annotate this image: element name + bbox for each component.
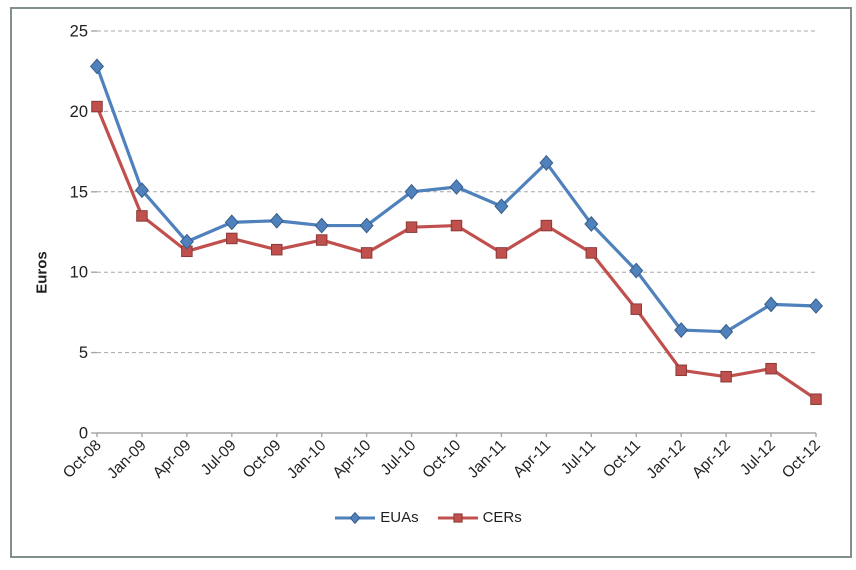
legend-item-cers: CERs — [437, 509, 522, 526]
svg-text:Apr-10: Apr-10 — [330, 437, 375, 482]
svg-text:Oct-12: Oct-12 — [779, 437, 824, 482]
chart-frame-border — [10, 7, 852, 558]
legend-label-euas: EUAs — [380, 509, 419, 526]
y-axis-title: Euros — [33, 251, 51, 294]
cers-line-square-icon — [437, 511, 479, 525]
svg-text:Jan-12: Jan-12 — [643, 437, 689, 483]
series-euas — [89, 58, 824, 340]
svg-text:20: 20 — [70, 103, 88, 121]
chart-legend: EUAs CERs — [0, 509, 856, 526]
svg-text:Oct-09: Oct-09 — [240, 437, 285, 482]
svg-text:Oct-11: Oct-11 — [600, 437, 644, 481]
svg-text:15: 15 — [70, 183, 88, 201]
euas-line-diamond-icon — [334, 511, 376, 525]
svg-text:Jul-09: Jul-09 — [198, 437, 240, 479]
svg-text:0: 0 — [79, 425, 88, 443]
x-axis-tick-labels: Oct-08 Jan-09 Apr-09 Jul-09 Oct-09 Jan-10 Apr-… — [60, 437, 824, 483]
svg-text:25: 25 — [70, 23, 88, 41]
svg-text:Jul-12: Jul-12 — [737, 437, 779, 479]
svg-text:Jan-09: Jan-09 — [104, 437, 150, 483]
legend-label-cers: CERs — [482, 509, 522, 526]
svg-text:Apr-11: Apr-11 — [510, 437, 554, 481]
svg-text:Apr-12: Apr-12 — [689, 437, 734, 482]
svg-text:Jul-11: Jul-11 — [558, 437, 599, 478]
svg-text:Oct-10: Oct-10 — [419, 437, 464, 482]
svg-text:Oct-08: Oct-08 — [60, 437, 105, 482]
axes — [91, 30, 817, 437]
y-axis-tick-labels: 0 5 10 15 20 25 — [70, 23, 88, 443]
svg-text:10: 10 — [70, 264, 88, 282]
svg-text:Apr-09: Apr-09 — [150, 437, 195, 482]
svg-text:5: 5 — [79, 344, 88, 362]
series-cers — [91, 100, 822, 405]
svg-text:Jan-10: Jan-10 — [284, 437, 330, 483]
svg-text:Jan-11: Jan-11 — [465, 437, 510, 482]
legend-item-euas: EUAs — [334, 509, 419, 526]
svg-text:Jul-10: Jul-10 — [378, 437, 420, 479]
